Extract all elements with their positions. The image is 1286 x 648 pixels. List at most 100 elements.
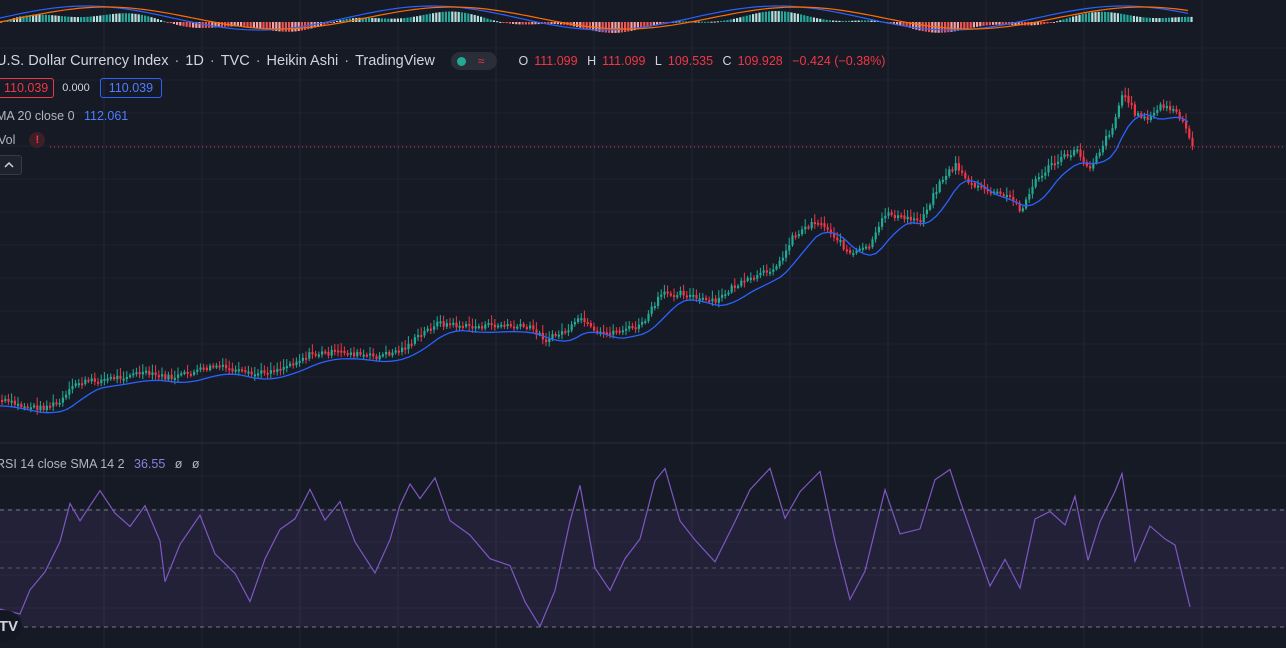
candle-body	[503, 324, 506, 327]
macd-histogram-bar	[256, 22, 259, 29]
macd-histogram-bar	[700, 21, 703, 23]
macd-histogram-bar	[985, 22, 988, 26]
separator: ·	[174, 53, 180, 69]
candle-body	[1073, 149, 1076, 156]
symbol-name[interactable]: U.S. Dollar Currency Index	[0, 53, 169, 69]
buy-sell-row: 110.039 0.000 110.039	[0, 78, 163, 98]
macd-histogram-bar	[931, 22, 934, 33]
symbol-legend[interactable]: U.S. Dollar Currency Index · 1D · TVC · …	[0, 52, 897, 70]
macd-histogram-bar	[1056, 21, 1059, 23]
candle-body	[161, 374, 164, 377]
candle-body	[849, 249, 852, 254]
candle-body	[42, 405, 45, 410]
macd-histogram-bar	[1142, 17, 1145, 22]
macd-histogram-bar	[851, 20, 854, 22]
candle-body	[839, 240, 842, 243]
candle-body	[1044, 172, 1047, 176]
candle-body	[314, 353, 317, 356]
macd-histogram-bar	[528, 22, 531, 25]
macd-histogram-bar	[553, 22, 556, 25]
candle-body	[551, 334, 554, 339]
macd-histogram-bar	[57, 15, 60, 22]
candle-body	[746, 277, 749, 281]
candle-body	[234, 369, 237, 372]
macd-histogram-bar	[1177, 17, 1180, 22]
macd-histogram-bar	[118, 13, 121, 22]
candle-body	[125, 376, 128, 379]
macd-histogram-bar	[441, 11, 444, 22]
collapse-legend-button[interactable]	[0, 155, 22, 175]
candle-body	[874, 232, 877, 240]
candle-body	[564, 331, 567, 334]
candle-body	[535, 329, 538, 336]
sell-price-button[interactable]: 110.039	[0, 78, 55, 98]
candle-body	[1037, 177, 1040, 180]
candle-body	[999, 191, 1002, 195]
candle-body	[669, 293, 672, 296]
candle-body	[266, 372, 269, 375]
candle-body	[164, 374, 167, 380]
macd-histogram-bar	[697, 21, 700, 23]
macd-histogram-bar	[556, 22, 559, 25]
market-status-pill[interactable]: ≈	[450, 52, 497, 70]
candle-body	[353, 352, 356, 357]
candle-body	[468, 323, 471, 327]
candle-body	[663, 291, 666, 295]
macd-histogram-bar	[211, 22, 214, 28]
macd-histogram-bar	[928, 22, 931, 33]
candle-body	[349, 352, 352, 355]
candle-body	[23, 406, 26, 409]
macd-histogram-bar	[112, 13, 115, 22]
macd-histogram-bar	[502, 22, 505, 23]
macd-histogram-bar	[713, 21, 716, 23]
macd-histogram-bar	[332, 21, 335, 23]
tradingview-logo[interactable]: TV	[0, 610, 22, 642]
macd-histogram-bar	[531, 22, 534, 25]
candle-body	[4, 398, 7, 401]
macd-histogram-bar	[83, 16, 86, 22]
macd-histogram-bar	[684, 21, 687, 23]
candle-body	[925, 209, 928, 215]
macd-histogram-bar	[547, 22, 550, 24]
candle-body	[964, 172, 967, 179]
rsi-ma-value: ø	[174, 457, 183, 471]
macd-histogram-bar	[1113, 12, 1116, 22]
candle-body	[375, 356, 378, 360]
candle-body	[717, 297, 720, 303]
rsi-value: 36.55	[134, 457, 166, 471]
candle-body	[381, 354, 384, 357]
candle-body	[109, 376, 112, 379]
macd-histogram-bar	[681, 21, 684, 23]
chart-style-label[interactable]: Heikin Ashi	[266, 53, 339, 69]
candle-body	[871, 239, 874, 248]
interval-label[interactable]: 1D	[185, 53, 204, 69]
macd-histogram-bar	[284, 22, 287, 32]
candle-body	[343, 350, 346, 354]
macd-histogram-bar	[419, 15, 422, 22]
rsi-legend[interactable]: RSI 14 close SMA 14 2 36.55 ø ø	[0, 457, 200, 471]
signal-line	[0, 6, 1189, 30]
logo-text: TV	[0, 617, 18, 635]
candle-body	[938, 181, 941, 193]
macd-histogram-bar	[1120, 13, 1123, 22]
volume-legend[interactable]: Vol !	[0, 132, 46, 148]
macd-histogram-bar	[979, 22, 982, 27]
candle-body	[359, 351, 362, 355]
candle-body	[817, 222, 820, 225]
macd-histogram-bar	[1049, 22, 1052, 23]
macd-histogram-bar	[620, 22, 623, 33]
candle-body	[769, 271, 772, 274]
macd-histogram-bar	[323, 22, 326, 25]
macd-histogram-bar	[992, 22, 995, 25]
macd-histogram-bar	[387, 18, 390, 22]
buy-price-button[interactable]: 110.039	[99, 78, 163, 98]
candle-body	[477, 326, 480, 329]
warning-icon[interactable]: !	[29, 132, 46, 148]
macd-histogram-bar	[348, 18, 351, 22]
candle-body	[183, 371, 186, 374]
macd-histogram-bar	[825, 19, 828, 22]
macd-histogram-bar	[560, 22, 563, 25]
ma-legend[interactable]: MA 20 close 0 112.061	[0, 109, 128, 123]
candle-body	[61, 397, 64, 403]
